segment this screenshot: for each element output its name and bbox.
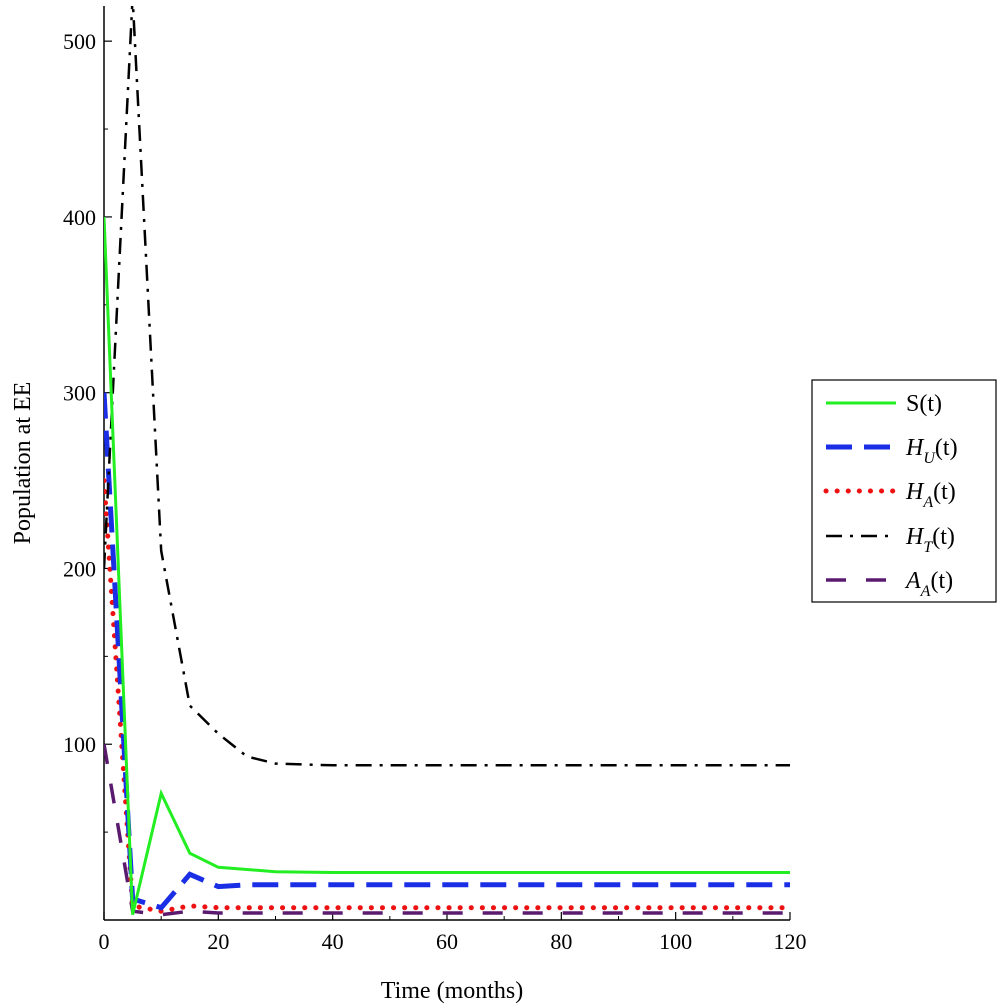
y-tick-label: 200 — [63, 556, 96, 581]
x-tick-label: 100 — [659, 929, 692, 954]
legend-label-2: HA(t) — [905, 479, 956, 511]
series-layer — [104, 6, 790, 917]
x-tick-label: 40 — [322, 929, 344, 954]
legend-label-sub: T — [923, 539, 933, 556]
legend-label-sub: A — [920, 583, 931, 600]
series-line-1 — [104, 392, 790, 911]
legend-label-tail: (t) — [932, 524, 955, 550]
legend-label-0: S(t) — [906, 391, 942, 417]
legend-box — [811, 379, 997, 603]
legend-label-4: AA(t) — [904, 568, 953, 600]
legend-label-sub: A — [922, 494, 933, 511]
legend-label-base: H — [905, 524, 925, 550]
series-line-2 — [104, 478, 790, 914]
legend-label-base: H — [905, 435, 925, 461]
ticks: 0 20 40 60 80 100 120 100 200 300 400 500 — [63, 29, 807, 954]
legend-label-tail: (t) — [933, 479, 956, 505]
legend-label-base: H — [905, 479, 925, 505]
x-axis-label: Time (months) — [381, 978, 523, 1004]
x-tick-label: 120 — [774, 929, 807, 954]
legend-label-sub: U — [923, 450, 936, 467]
legend-label-tail: (t) — [930, 568, 953, 594]
legend-label-base: A — [904, 568, 921, 594]
y-tick-label: 500 — [63, 29, 96, 54]
y-tick-label: 400 — [63, 205, 96, 230]
x-tick-label: 80 — [550, 929, 572, 954]
series-line-0 — [104, 216, 790, 916]
y-axis-label: Population at EE — [10, 382, 36, 545]
series-line-4 — [104, 743, 790, 917]
legend-label-1: HU(t) — [905, 435, 958, 467]
axes — [103, 6, 790, 921]
y-tick-label: 300 — [63, 381, 96, 406]
legend-label-3: HT(t) — [905, 524, 955, 556]
legend: S(t)HU(t)HA(t)HT(t)AA(t) — [811, 379, 997, 603]
series-line-3 — [104, 6, 790, 767]
y-tick-label: 100 — [63, 732, 96, 757]
x-tick-label: 20 — [207, 929, 229, 954]
x-tick-label: 0 — [99, 929, 110, 954]
legend-label-tail: (t) — [935, 435, 958, 461]
x-tick-label: 60 — [436, 929, 458, 954]
